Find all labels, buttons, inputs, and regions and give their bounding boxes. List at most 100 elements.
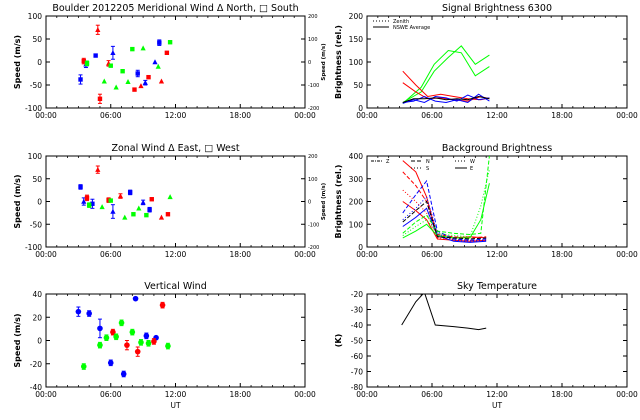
- y-tick-label: 0: [358, 243, 363, 252]
- series-line: [402, 49, 490, 104]
- y-tick-label: 0: [37, 337, 42, 346]
- x-tick-label: 18:00: [229, 390, 251, 399]
- x-tick-label: 12:00: [486, 390, 508, 399]
- legend-label: Zenith: [393, 19, 409, 25]
- y-tick-label: 0: [37, 58, 42, 67]
- series-line: [402, 200, 487, 240]
- x-tick-label: 06:00: [100, 111, 122, 120]
- x-tick-label: 00:00: [356, 111, 378, 120]
- y-tick-label: 200: [349, 198, 364, 207]
- series-line: [402, 189, 487, 241]
- legend-label: E: [470, 166, 473, 172]
- data-point: [113, 333, 119, 340]
- marks-layer: [75, 295, 171, 378]
- data-point: [97, 96, 103, 101]
- y-tick-label: 50: [32, 175, 42, 184]
- y-tick-label: -50: [351, 337, 363, 346]
- data-point: [78, 184, 83, 190]
- data-point: [140, 45, 146, 51]
- y-tick-label: -50: [30, 81, 42, 90]
- data-point: [113, 84, 119, 90]
- y-tick-label: -40: [30, 383, 42, 392]
- data-point: [157, 40, 162, 45]
- y-tick-label: 100: [349, 220, 364, 229]
- x-tick-label: 12:00: [486, 111, 508, 120]
- y2-tick-label: -100: [308, 83, 319, 89]
- series-line: [402, 171, 487, 239]
- y2-tick-label: -200: [308, 106, 319, 112]
- data-point: [108, 63, 113, 68]
- data-point: [158, 78, 165, 84]
- chart-title: Boulder 2012205 Meridional Wind Δ North,…: [52, 3, 298, 14]
- data-point: [127, 190, 133, 195]
- data-point: [110, 208, 116, 214]
- x-tick-label: 12:00: [165, 250, 187, 259]
- y-tick-label: 100: [28, 152, 43, 161]
- x-tick-label: 18:00: [551, 111, 573, 120]
- data-point: [122, 214, 128, 220]
- chart-title: Sky Temperature: [457, 281, 537, 292]
- data-point: [97, 342, 103, 348]
- x-tick-label: 18:00: [229, 111, 251, 120]
- y2-tick-label: 100: [308, 37, 318, 43]
- x-tick-label: 06:00: [421, 111, 443, 120]
- y-tick-label: -60: [351, 352, 363, 361]
- y-tick-label: -70: [351, 368, 363, 377]
- x-tick-label: 00:00: [356, 250, 378, 259]
- data-point: [120, 69, 125, 74]
- y-tick-label: -50: [30, 220, 42, 229]
- data-point: [132, 87, 137, 92]
- x-tick-label: 00:00: [294, 250, 316, 259]
- data-point: [93, 53, 98, 58]
- legend-label: Z: [386, 159, 390, 165]
- y-tick-label: 150: [349, 35, 364, 44]
- y2-tick-label: 100: [308, 177, 318, 183]
- data-point: [108, 198, 113, 203]
- data-point: [78, 77, 83, 82]
- x-tick-label: 18:00: [551, 250, 573, 259]
- data-point: [125, 78, 131, 84]
- x-tick-label: 00:00: [294, 390, 316, 399]
- series-line: [402, 201, 487, 242]
- x-tick-label: 00:00: [294, 111, 316, 120]
- y-tick-label: 300: [349, 175, 364, 184]
- series-line: [402, 95, 490, 103]
- x-tick-label: 00:00: [356, 390, 378, 399]
- series-line: [402, 93, 490, 104]
- chart-title: Vertical Wind: [144, 281, 206, 292]
- y-axis-label: Brightness (rel.): [334, 165, 343, 239]
- data-point: [84, 61, 90, 66]
- y2-tick-label: 200: [308, 14, 318, 20]
- data-point: [165, 343, 171, 349]
- data-point: [144, 212, 149, 218]
- series-line: [402, 183, 490, 239]
- x-tick-label: 18:00: [229, 250, 251, 259]
- y-tick-label: 20: [32, 313, 42, 322]
- data-point: [130, 46, 135, 52]
- y-axis-label: Speed (m/s): [13, 35, 22, 89]
- y2-tick-label: 200: [308, 154, 318, 160]
- data-point: [140, 199, 146, 205]
- legend-label: S: [426, 166, 429, 172]
- data-point: [164, 50, 170, 55]
- y2-tick-label: 0: [308, 200, 311, 206]
- data-point: [138, 83, 144, 89]
- data-point: [152, 59, 158, 65]
- data-point: [129, 329, 136, 335]
- data-point: [75, 308, 82, 315]
- y2-tick-label: -200: [308, 245, 319, 251]
- series-line: [402, 82, 490, 102]
- panel-vertical-wind: Vertical Wind 00:00 06:00 12:00 18:00 00:00 UT…: [13, 281, 316, 410]
- data-point: [138, 339, 144, 346]
- data-point: [120, 371, 127, 377]
- data-point: [151, 338, 157, 345]
- y-axis-label: Brightness (rel.): [334, 25, 343, 99]
- data-point: [159, 302, 166, 308]
- data-point: [124, 342, 130, 348]
- x-tick-label: 06:00: [100, 250, 122, 259]
- data-point: [99, 204, 105, 210]
- legend-label: N: [426, 159, 430, 165]
- y-tick-label: 50: [32, 35, 42, 44]
- y-tick-label: 100: [349, 58, 364, 67]
